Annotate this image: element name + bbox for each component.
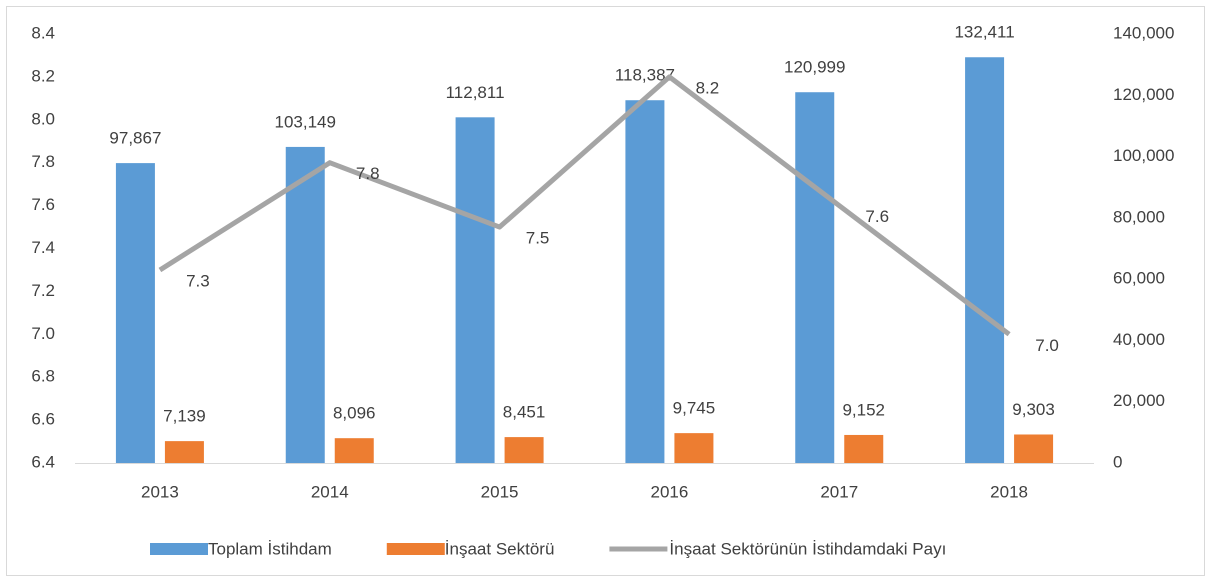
bar: [504, 437, 544, 463]
data-label: 7.5: [526, 229, 550, 248]
data-label: 7.6: [865, 207, 889, 226]
data-label: 9,745: [673, 399, 716, 418]
bar: [115, 163, 155, 463]
x-tick-label: 2014: [311, 482, 349, 501]
y2-tick-label: 40,000: [1113, 330, 1165, 349]
data-label: 8.2: [696, 78, 720, 97]
bar: [795, 92, 835, 464]
y2-tick-label: 80,000: [1113, 207, 1165, 226]
bar: [625, 100, 665, 464]
y2-tick-label: 60,000: [1113, 269, 1165, 288]
data-label: 7.8: [356, 164, 380, 183]
bar: [674, 433, 714, 463]
bar: [285, 146, 325, 463]
legend-swatch: [150, 543, 208, 555]
y-tick-label: 7.8: [31, 152, 55, 171]
data-label: 9,152: [842, 400, 885, 419]
y-tick-label: 6.6: [31, 410, 55, 429]
bar: [334, 438, 374, 463]
legend-label: İnşaat Sektörünün İstihdamdaki Payı: [669, 539, 946, 558]
x-tick-label: 2016: [651, 482, 689, 501]
data-label: 8,096: [333, 404, 376, 423]
y-tick-label: 6.4: [31, 452, 55, 471]
bar: [1014, 434, 1054, 463]
legend-label: Toplam İstihdam: [208, 539, 332, 558]
data-label: 7.0: [1035, 336, 1059, 355]
data-label: 132,411: [954, 23, 1014, 42]
bar: [455, 117, 495, 463]
data-label: 7.3: [186, 271, 210, 290]
y-tick-label: 8.0: [31, 109, 55, 128]
y2-tick-label: 20,000: [1113, 391, 1165, 410]
y-tick-label: 7.4: [31, 238, 55, 257]
bar: [844, 434, 884, 463]
data-label: 97,867: [109, 129, 161, 148]
y2-tick-label: 120,000: [1113, 85, 1174, 104]
y-tick-label: 7.2: [31, 281, 55, 300]
data-label: 8,451: [503, 403, 546, 422]
y-tick-label: 7.0: [31, 324, 55, 343]
data-label: 120,999: [784, 58, 845, 77]
chart-border: [6, 6, 1205, 576]
data-label: 112,811: [446, 83, 505, 102]
data-label: 103,149: [275, 112, 336, 131]
x-tick-label: 2013: [141, 482, 179, 501]
bar: [164, 441, 204, 463]
y-tick-label: 8.4: [31, 23, 55, 42]
x-tick-label: 2018: [990, 482, 1028, 501]
legend-swatch: [386, 543, 445, 555]
y2-tick-label: 0: [1113, 452, 1122, 471]
y2-tick-label: 140,000: [1113, 23, 1174, 42]
y2-tick-label: 100,000: [1113, 146, 1174, 165]
y-tick-label: 7.6: [31, 195, 55, 214]
x-tick-label: 2015: [481, 482, 519, 501]
bar: [965, 57, 1005, 464]
y-tick-label: 8.2: [31, 66, 55, 85]
legend-label: İnşaat Sektörü: [445, 539, 555, 558]
x-tick-label: 2017: [820, 482, 858, 501]
y-tick-label: 6.8: [31, 367, 55, 386]
line: [158, 74, 1011, 337]
data-label: 118,387: [615, 66, 675, 85]
data-label: 7,139: [163, 407, 206, 426]
data-label: 9,303: [1012, 400, 1055, 419]
